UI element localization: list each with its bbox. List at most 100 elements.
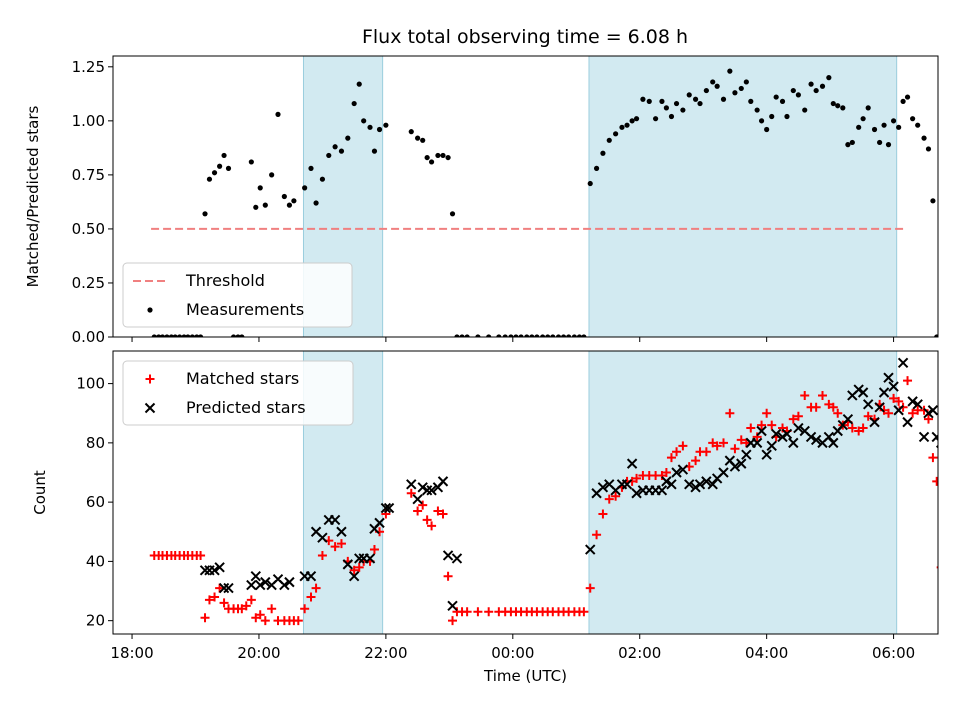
x-tick-label: 00:00 xyxy=(491,644,534,662)
matched-stars-point xyxy=(418,500,428,510)
predicted-stars-point xyxy=(751,437,763,449)
predicted-stars-point xyxy=(354,553,365,564)
predicted-stars-point xyxy=(945,498,954,507)
predicted-stars-point xyxy=(666,479,677,490)
matched-stars-point xyxy=(898,402,908,412)
predicted-stars-point xyxy=(788,437,799,449)
predicted-stars-point xyxy=(862,399,874,410)
measurement-point xyxy=(934,334,938,337)
matched-stars-point xyxy=(246,595,256,605)
measurement-point xyxy=(508,334,514,337)
measurement-point xyxy=(668,113,675,120)
x-tick-label: 02:00 xyxy=(618,644,661,662)
matched-stars-point xyxy=(260,616,270,626)
measurement-point xyxy=(727,68,733,74)
predicted-stars-point xyxy=(897,357,909,369)
measurement-point xyxy=(748,98,754,104)
measurement-point xyxy=(790,87,796,94)
x-tick-label: 20:00 xyxy=(237,644,280,662)
measurement-point xyxy=(710,79,716,85)
matched-stars-point xyxy=(219,598,229,608)
measurement-point xyxy=(383,122,389,128)
matched-stars-point xyxy=(293,616,303,626)
measurement-point xyxy=(904,94,911,100)
predicted-stars-point xyxy=(902,416,913,428)
measurement-point xyxy=(802,107,808,113)
series-matched-stars xyxy=(149,376,938,626)
series-measurements xyxy=(151,68,938,337)
measurement-point xyxy=(624,122,630,128)
measurement-point xyxy=(545,334,551,337)
y-tick-label: 1.00 xyxy=(72,112,105,130)
measurement-point xyxy=(326,152,332,159)
matched-stars-point xyxy=(433,506,443,516)
matched-stars-point xyxy=(894,396,904,406)
measurement-point xyxy=(286,202,293,208)
measurement-point xyxy=(308,165,314,171)
predicted-stars-point xyxy=(883,372,894,383)
measurement-point xyxy=(281,193,287,200)
matched-stars-point xyxy=(923,414,933,424)
predicted-stars-point xyxy=(766,440,777,452)
measurement-point xyxy=(275,111,281,117)
plot-area xyxy=(149,357,954,626)
matched-stars-point xyxy=(473,607,483,617)
predicted-stars-point xyxy=(907,396,918,407)
measurement-point xyxy=(248,159,254,165)
y-tick-label: 0.25 xyxy=(72,274,105,292)
matched-stars-point xyxy=(592,530,602,540)
measurement-point xyxy=(217,163,223,169)
measurement-point xyxy=(440,152,446,159)
measurement-point xyxy=(540,334,546,337)
measurement-point xyxy=(835,103,841,109)
measurement-point xyxy=(338,148,345,154)
predicted-stars-point xyxy=(336,526,347,537)
measurement-point xyxy=(619,124,625,130)
matched-stars-point xyxy=(741,438,751,448)
predicted-stars-point xyxy=(918,431,930,443)
predicted-stars-point xyxy=(736,458,747,469)
predicted-stars-point xyxy=(805,431,817,443)
measurement-point xyxy=(830,100,836,107)
predicted-stars-point xyxy=(223,582,234,594)
predicted-stars-point xyxy=(451,553,463,564)
predicted-stars-point xyxy=(781,428,793,440)
predicted-stars-point xyxy=(656,485,668,496)
matched-stars-point xyxy=(267,604,277,614)
measurement-point xyxy=(435,152,441,159)
matched-stars-point xyxy=(300,604,310,614)
measurement-point xyxy=(502,334,508,337)
predicted-stars-point xyxy=(406,479,417,490)
y-tick-label: 80 xyxy=(86,434,105,452)
matched-stars-point xyxy=(427,521,437,531)
measurement-point xyxy=(849,139,855,146)
matched-stars-point xyxy=(828,402,838,412)
legend-matched-swatch xyxy=(145,374,155,384)
legend-entry-label: Predicted stars xyxy=(186,398,306,417)
predicted-stars-point xyxy=(912,399,923,410)
predicted-stars-point xyxy=(317,532,328,543)
legend-entry-label: Threshold xyxy=(185,271,265,290)
measurement-point xyxy=(239,334,245,337)
matched-stars-point xyxy=(462,607,472,617)
x-tick-label: 18:00 xyxy=(110,644,153,662)
matched-stars-point xyxy=(932,476,938,486)
predicted-stars-point xyxy=(255,579,266,591)
matched-stars-point xyxy=(448,616,458,626)
y-tick-label: 1.25 xyxy=(72,58,105,76)
matched-stars-point xyxy=(800,390,810,400)
matched-stars-point xyxy=(811,402,821,412)
matched-stars-point xyxy=(306,592,316,602)
predicted-stars-point xyxy=(729,461,741,472)
y-tick-label: 0.50 xyxy=(72,220,105,238)
matched-stars-point xyxy=(903,376,913,386)
measurement-point xyxy=(459,334,465,337)
predicted-stars-point xyxy=(828,437,839,449)
measurement-point xyxy=(890,118,897,124)
predicted-stars-point xyxy=(374,517,385,529)
matched-stars-point xyxy=(847,423,857,433)
measurement-point xyxy=(720,96,727,102)
y-tick-label: 100 xyxy=(76,375,105,393)
measurement-point xyxy=(697,100,703,107)
